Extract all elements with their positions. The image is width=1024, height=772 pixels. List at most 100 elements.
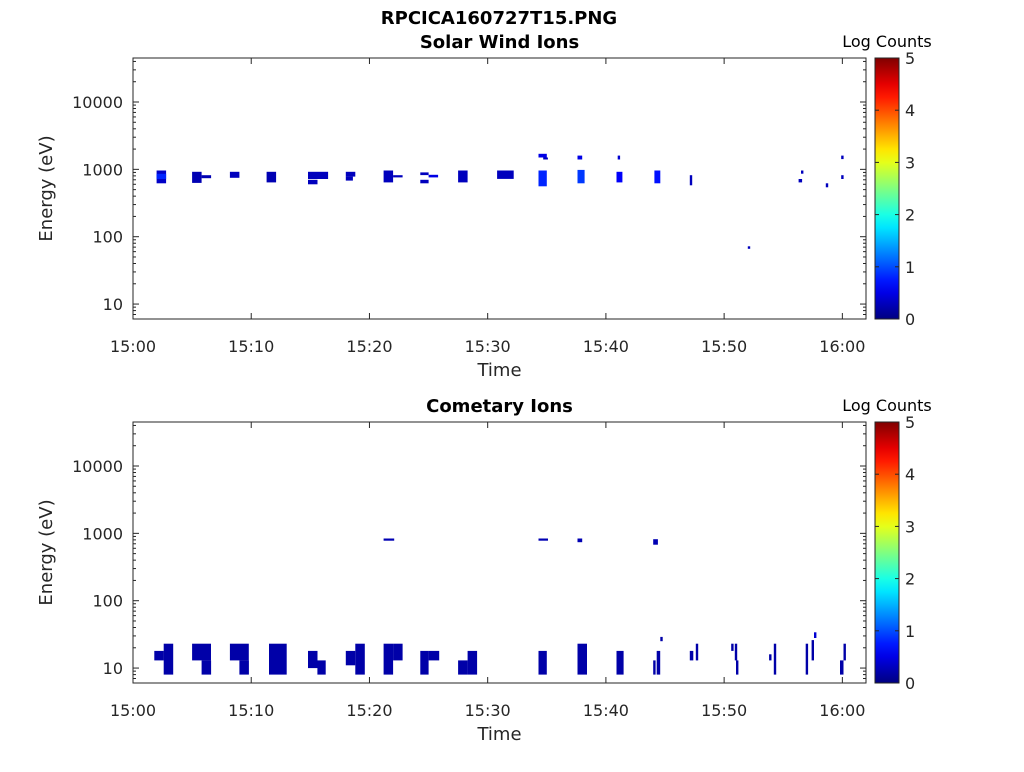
panel-1-x-tick-label: 15:00 xyxy=(110,337,156,356)
panel-1-data-cell xyxy=(689,175,693,186)
panel-2-data-cell xyxy=(840,660,844,675)
panel-1-data-cell xyxy=(577,155,583,160)
figure-title: RPCICA160727T15.PNG xyxy=(381,8,617,29)
panel-2-data-cell xyxy=(616,650,624,675)
panel-1-data-cell xyxy=(577,169,585,184)
panel-1-data-cell xyxy=(201,175,212,179)
panel-1-data-cell xyxy=(383,170,394,183)
panel-2-data-cell xyxy=(695,643,699,661)
panel-2-colorbar-tick-label: 5 xyxy=(905,413,915,432)
panel-2-y-tick-label: 10 xyxy=(103,659,123,678)
panel-1-data-cell xyxy=(345,176,353,181)
panel-1-data-cell xyxy=(420,172,429,176)
panel-1-data-cell xyxy=(841,155,844,160)
panel-1-colorbar xyxy=(874,57,900,320)
panel-2-data-cell xyxy=(811,640,814,661)
panel-1-title: Solar Wind Ions xyxy=(420,32,579,53)
panel-2-data-cell xyxy=(458,660,468,675)
panel-1-data-cell xyxy=(654,170,661,184)
panel-1-plot-area xyxy=(133,58,866,319)
panel-2-x-axis-label: Time xyxy=(476,724,521,745)
panel-1-data-cell xyxy=(345,171,356,177)
panel-2-data-cell xyxy=(653,539,658,545)
panel-2-data-cell xyxy=(467,650,478,675)
panel-1-data-cell xyxy=(308,179,318,185)
panel-1-data-cell xyxy=(428,174,439,178)
panel-2-data-cell xyxy=(428,650,440,661)
panel-1-y-tick-label: 100 xyxy=(92,228,123,247)
panel-2-data-cell xyxy=(577,538,583,543)
panel-1-x-tick-label: 15:40 xyxy=(583,337,629,356)
panel-2-x-tick-label: 15:10 xyxy=(228,701,274,720)
panel-2-colorbar-tick-label: 2 xyxy=(905,570,915,589)
panel-2-data-cell xyxy=(843,643,846,661)
panel-2-data-cell xyxy=(773,643,777,675)
panel-1-y-tick-label: 10 xyxy=(103,295,123,314)
panel-1-colorbar-tick-label: 3 xyxy=(905,153,915,172)
panel-1-colorbar-tick-label: 2 xyxy=(905,206,915,225)
panel-2-data-cell xyxy=(317,660,326,675)
panel-1-data-cell xyxy=(617,155,621,160)
panel-2-data-cell xyxy=(163,643,174,675)
panel-1-x-tick-label: 15:10 xyxy=(228,337,274,356)
panel-2-data-cell xyxy=(577,643,587,675)
panel-1-data-cell xyxy=(229,171,240,178)
panel-2-data-cell xyxy=(239,660,249,675)
panel-2-x-tick-label: 15:20 xyxy=(346,701,392,720)
panel-2-data-cell xyxy=(345,650,356,666)
panel-2-data-cell xyxy=(229,643,249,661)
panel-2-plot-area xyxy=(133,422,866,683)
panel-1-data-cell xyxy=(543,157,548,160)
panel-2-axes-box xyxy=(132,421,867,684)
panel-1-data-cell xyxy=(393,175,403,178)
panel-1-colorbar-tick-label: 0 xyxy=(905,310,915,329)
panel-1-data-cell xyxy=(538,170,547,187)
panel-2-y-tick-label: 100 xyxy=(92,592,123,611)
panel-2-data-cell xyxy=(653,660,656,675)
panel-2-data-cell xyxy=(538,538,548,541)
panel-1-colorbar-tick-label: 1 xyxy=(905,258,915,277)
panel-1-data-cell xyxy=(156,173,167,179)
panel-2-data-cell xyxy=(355,643,365,675)
panel-2-data-cell xyxy=(538,650,547,675)
panel-2-data-cell xyxy=(660,636,663,642)
panel-1-colorbar-title: Log Counts xyxy=(842,32,932,51)
panel-1-data-cell xyxy=(266,171,277,183)
panel-2-x-tick-label: 16:00 xyxy=(819,701,865,720)
panel-2-data-cell xyxy=(734,643,738,661)
panel-2-x-tick-label: 15:50 xyxy=(701,701,747,720)
panel-1-data-cell xyxy=(192,171,202,183)
panel-2-y-axis-label: Energy (eV) xyxy=(36,499,57,605)
panel-2-colorbar-title: Log Counts xyxy=(842,396,932,415)
panel-1-x-tick-label: 15:30 xyxy=(465,337,511,356)
panel-1-data-cell xyxy=(801,170,804,174)
panel-1-data-cell xyxy=(420,179,429,184)
panel-1-data-cell xyxy=(798,179,803,183)
panel-2-data-cell xyxy=(805,643,809,675)
panel-1-x-tick-label: 16:00 xyxy=(819,337,865,356)
panel-2-data-cell xyxy=(420,650,429,675)
panel-2-colorbar xyxy=(874,421,900,684)
panel-1-data-cell xyxy=(747,246,751,249)
panel-1-data-cell xyxy=(841,175,844,179)
panel-1-x-tick-label: 15:20 xyxy=(346,337,392,356)
panel-1-data-cell xyxy=(458,170,468,183)
panel-1-group: 15:00 15:10 15:20 15:30 15:40 15:50 16:0010100… xyxy=(36,32,932,381)
panel-1-data-cell xyxy=(538,153,547,158)
panel-1-x-tick-label: 15:50 xyxy=(701,337,747,356)
panel-2-data-cell xyxy=(308,650,318,669)
panel-2-data-cell xyxy=(201,660,212,675)
panel-2-colorbar-tick-label: 1 xyxy=(905,622,915,641)
panel-2-data-cell xyxy=(383,538,395,541)
panel-2-data-cell xyxy=(814,632,817,638)
panel-2-group: 15:00 15:10 15:20 15:30 15:40 15:50 16:0010100… xyxy=(36,396,932,745)
panel-1-data-cell xyxy=(616,171,623,183)
panel-2-y-tick-label: 10000 xyxy=(72,457,123,476)
panel-2-title: Cometary Ions xyxy=(426,396,573,417)
panel-2-colorbar-tick-label: 3 xyxy=(905,517,915,536)
panel-1-y-tick-label: 10000 xyxy=(72,93,123,112)
panel-2-data-cell xyxy=(769,654,772,661)
panel-2-data-cell xyxy=(736,660,739,675)
panel-1-data-cell xyxy=(308,171,329,179)
